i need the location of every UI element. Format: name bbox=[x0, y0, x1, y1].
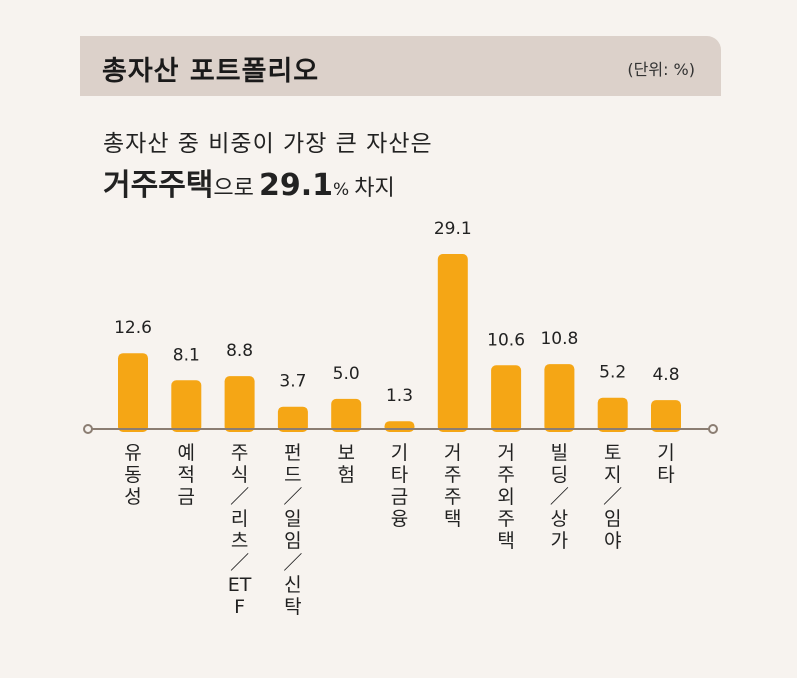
bar-value-label-3: 3.7 bbox=[279, 372, 306, 392]
headline-value: 29.1 bbox=[258, 168, 334, 203]
bar-value-label-2: 8.8 bbox=[226, 341, 253, 361]
category-label-6: 거주주택 bbox=[444, 442, 462, 530]
category-label-8: 빌딩／상가 bbox=[549, 442, 569, 552]
category-label-1: 예적금 bbox=[177, 442, 196, 508]
headline-category: 거주주택 bbox=[103, 168, 214, 203]
bar-value-label-1: 8.1 bbox=[173, 345, 200, 365]
bar-value-label-9: 5.2 bbox=[599, 363, 626, 383]
bar-value-label-0: 12.6 bbox=[114, 318, 152, 338]
bar-3 bbox=[277, 406, 308, 432]
bar-10 bbox=[651, 400, 681, 432]
bar-value-label-7: 10.6 bbox=[487, 330, 525, 350]
unit-label: (단위: %) bbox=[627, 60, 695, 79]
category-label-9: 토지／임야 bbox=[603, 442, 623, 552]
headline-line2: 거주주택으로 29.1% 차지 bbox=[103, 160, 395, 204]
bar-value-label-4: 5.0 bbox=[333, 364, 360, 384]
bar-6 bbox=[437, 254, 468, 432]
category-label-0: 유동성 bbox=[124, 442, 142, 508]
bars-group bbox=[118, 254, 681, 432]
bar-7 bbox=[491, 365, 522, 432]
bar-8 bbox=[544, 364, 575, 432]
x-axis-right-end bbox=[708, 424, 718, 434]
category-label-2: 주식／리츠／ETF bbox=[227, 442, 252, 618]
category-label-5: 기타금융 bbox=[390, 442, 409, 530]
headline-tail: 차지 bbox=[354, 176, 395, 201]
bar-9 bbox=[597, 397, 628, 432]
headline-percent: % bbox=[333, 180, 350, 200]
category-label-10: 기타 bbox=[657, 442, 675, 486]
bar-1 bbox=[171, 380, 202, 432]
headline-line1: 총자산 중 비중이 가장 큰 자산은 bbox=[103, 131, 433, 157]
x-axis-left-end bbox=[83, 424, 93, 434]
category-label-7: 거주외주택 bbox=[497, 442, 515, 552]
bar-value-label-6: 29.1 bbox=[434, 219, 472, 239]
headline-particle: 으로 bbox=[213, 176, 254, 201]
bar-4 bbox=[331, 398, 362, 432]
bar-value-label-5: 1.3 bbox=[386, 386, 413, 406]
value-labels-group: 12.6 8.1 8.8 3.7 5.0 1.3 29.1 10.6 10.8 5.2 4.8 bbox=[114, 219, 679, 406]
bar-0 bbox=[118, 353, 148, 432]
chart-title: 총자산 포트폴리오 bbox=[102, 56, 320, 87]
chart-header: 총자산 포트폴리오 (단위: %) bbox=[80, 36, 721, 96]
bar-5 bbox=[384, 421, 415, 432]
bar-2 bbox=[224, 376, 255, 432]
category-label-3: 펀드／일임／신탁 bbox=[283, 442, 303, 618]
category-label-4: 보험 bbox=[337, 442, 355, 486]
bar-value-label-8: 10.8 bbox=[540, 329, 578, 349]
bar-value-label-10: 4.8 bbox=[652, 365, 679, 385]
